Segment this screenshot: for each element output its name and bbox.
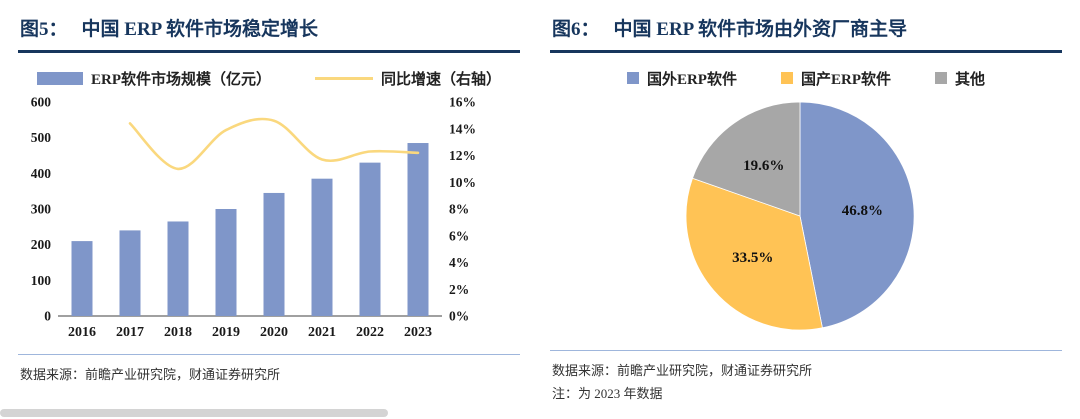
legend-item-foreign-erp: 国外ERP软件 bbox=[626, 68, 737, 89]
figure5-title: 图5： 中国 ERP 软件市场稳定增长 bbox=[18, 12, 520, 53]
legend-item-bar-series: ERP软件市场规模（亿元） bbox=[36, 68, 271, 89]
bar-legend-swatch bbox=[36, 71, 83, 85]
svg-text:2%: 2% bbox=[449, 282, 469, 297]
figure6-title-text: 中国 ERP 软件市场由外资厂商主导 bbox=[613, 19, 907, 40]
svg-text:4%: 4% bbox=[449, 255, 469, 270]
svg-text:10%: 10% bbox=[449, 175, 476, 190]
bar-line-chart: 0 100 200 300 400 500 600 0% 2% 4% 6% 8% 10% 12% 14% 16… bbox=[31, 95, 476, 341]
pie-legend-swatch bbox=[935, 72, 947, 84]
figure5-title-text: 中国 ERP 软件市场稳定增长 bbox=[81, 19, 318, 40]
svg-text:2022: 2022 bbox=[356, 325, 384, 340]
svg-text:0%: 0% bbox=[449, 309, 469, 324]
report-page: 图5： 中国 ERP 软件市场稳定增长 ERP软件市场规模（亿元） 同比增速（右轴… bbox=[18, 12, 1062, 402]
svg-text:8%: 8% bbox=[449, 202, 469, 217]
svg-text:0: 0 bbox=[44, 309, 51, 324]
svg-text:2023: 2023 bbox=[404, 325, 432, 340]
legend-item-line-series: 同比增速（右轴） bbox=[315, 68, 501, 89]
pie-chart: 46.8% 33.5% 19.6% bbox=[685, 101, 915, 331]
svg-text:2016: 2016 bbox=[68, 325, 96, 340]
svg-text:2021: 2021 bbox=[308, 325, 336, 340]
svg-text:2020: 2020 bbox=[260, 325, 288, 340]
pie-legend-label-domestic: 国产ERP软件 bbox=[800, 71, 891, 88]
bar-legend-label: ERP软件市场规模（亿元） bbox=[90, 71, 271, 88]
line-legend-label: 同比增速（右轴） bbox=[381, 71, 502, 88]
svg-text:300: 300 bbox=[31, 202, 52, 217]
svg-text:14%: 14% bbox=[449, 121, 476, 136]
figure6-legend: 国外ERP软件 国产ERP软件 其他 bbox=[550, 68, 1062, 88]
svg-text:46.8%: 46.8% bbox=[842, 203, 883, 219]
svg-text:19.6%: 19.6% bbox=[743, 158, 784, 174]
pie-legend-label-foreign: 国外ERP软件 bbox=[646, 71, 737, 88]
svg-text:16%: 16% bbox=[449, 95, 476, 110]
figure5-divider bbox=[18, 354, 520, 355]
svg-text:2018: 2018 bbox=[164, 325, 192, 340]
svg-text:400: 400 bbox=[31, 166, 52, 181]
pie-legend-label-other: 其他 bbox=[955, 71, 986, 88]
figure5-title-prefix: 图5： bbox=[20, 19, 68, 40]
figure6-divider bbox=[550, 350, 1062, 351]
svg-text:200: 200 bbox=[31, 237, 52, 252]
svg-text:12%: 12% bbox=[449, 148, 476, 163]
legend-item-other: 其他 bbox=[935, 68, 985, 89]
legend-item-domestic-erp: 国产ERP软件 bbox=[780, 68, 891, 89]
figure6-note: 注：为 2023 年数据 bbox=[552, 386, 663, 401]
figure6-source: 数据来源：前瞻产业研究院，财通证券研究所 bbox=[552, 363, 813, 378]
figure5-legend: ERP软件市场规模（亿元） 同比增速（右轴） bbox=[18, 68, 520, 88]
svg-text:600: 600 bbox=[31, 95, 52, 110]
figure5-panel: 图5： 中国 ERP 软件市场稳定增长 ERP软件市场规模（亿元） 同比增速（右轴… bbox=[18, 12, 520, 402]
svg-text:500: 500 bbox=[31, 130, 52, 145]
pie-legend-swatch bbox=[626, 72, 639, 84]
figure6-title-prefix: 图6： bbox=[552, 19, 600, 40]
figure6-panel: 图6： 中国 ERP 软件市场由外资厂商主导 国外ERP软件 国产ERP软件 其他… bbox=[550, 12, 1062, 402]
svg-text:6%: 6% bbox=[449, 228, 469, 243]
svg-text:33.5%: 33.5% bbox=[732, 250, 773, 266]
svg-text:2017: 2017 bbox=[116, 325, 144, 340]
svg-text:100: 100 bbox=[31, 273, 52, 288]
horizontal-scrollbar[interactable] bbox=[0, 409, 388, 417]
figure6-title: 图6： 中国 ERP 软件市场由外资厂商主导 bbox=[550, 12, 1062, 53]
line-legend-swatch bbox=[315, 76, 373, 80]
pie-legend-swatch bbox=[780, 72, 793, 84]
figure5-source: 数据来源：前瞻产业研究院，财通证券研究所 bbox=[20, 367, 281, 382]
svg-text:2019: 2019 bbox=[212, 325, 240, 340]
